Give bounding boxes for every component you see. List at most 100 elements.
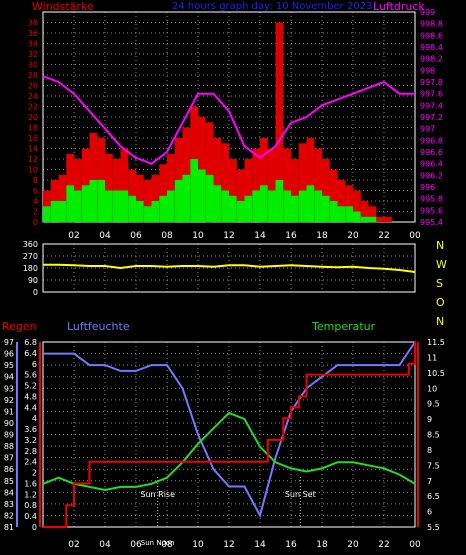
pressure-axis-right: 995.4 995.6 995.8 996 996.2 996.4 996.6 996.8 99… [420, 8, 443, 227]
wind-avg-bar [236, 201, 245, 222]
wind-avg-bar [244, 195, 253, 223]
direction-line [43, 263, 416, 273]
y-tick-label: 995.6 [420, 206, 443, 215]
wind-gust-bar [159, 164, 168, 223]
wind-gust-bar [291, 159, 299, 222]
x-tick-label: 02 [68, 231, 79, 241]
wind-gust-bar [213, 138, 222, 222]
y-tick-label: 997 [420, 125, 435, 134]
y-tick-label: 96 [4, 350, 14, 359]
y-tick-label: 2 [32, 469, 37, 478]
wind-avg-bar [112, 190, 121, 222]
wind-avg-bar [143, 206, 152, 223]
wind-gust-bar [329, 169, 338, 222]
y-tick-label: 270 [23, 252, 38, 261]
wind-gust-bar [275, 22, 284, 222]
wind-avg-bar [283, 190, 292, 222]
y-tick-label: 3.6 [24, 425, 37, 434]
compass-label: W [436, 258, 447, 271]
pressure-title: Luftdruck [373, 0, 425, 13]
y-tick-label: 11 [427, 353, 437, 362]
y-tick-label: 26 [28, 82, 38, 91]
y-tick-label: 2 [33, 208, 38, 217]
wind-gust-bar [136, 174, 144, 223]
wind-gust-bar [314, 148, 323, 222]
wind-avg-bar [190, 159, 199, 222]
direction-grid [42, 243, 416, 293]
y-tick-label: 91 [4, 407, 14, 416]
wind-gust-bar [43, 190, 51, 222]
y-tick-label: 30 [28, 61, 38, 70]
y-tick-label: 996.2 [420, 171, 443, 180]
y-tick-label: 7 [427, 477, 432, 486]
wind-gust-bar [252, 148, 261, 222]
wind-bars [43, 22, 392, 223]
wind-avg-bar [267, 190, 276, 222]
wind-avg-bar [159, 195, 168, 223]
y-tick-label: 86 [4, 465, 14, 474]
y-tick-label: 6 [427, 508, 432, 517]
x-tick-label: 16 [285, 540, 297, 550]
y-tick-label: 995.4 [420, 218, 443, 227]
wind-gust-bar [322, 159, 330, 222]
y-tick-label: 5.5 [427, 523, 440, 532]
y-tick-label: 0.4 [24, 512, 37, 521]
wind-avg-bar [89, 180, 98, 222]
x-tick-label: 00 [409, 540, 421, 550]
x-tick-label: 06 [130, 540, 142, 550]
x-tick-label: 22 [378, 540, 389, 550]
x-tick-label: 20 [347, 231, 359, 241]
compass-label: S [436, 277, 443, 290]
y-tick-label: 5.2 [24, 382, 37, 391]
y-tick-label: 6.8 [24, 338, 37, 347]
wind-avg-bar [136, 201, 144, 222]
wind-gust-bar [283, 148, 292, 222]
sunrise-label: Sun Rise [140, 490, 175, 499]
y-tick-label: 16 [28, 134, 38, 143]
y-tick-label: 8 [427, 446, 432, 455]
wind-gust-bar [143, 180, 152, 222]
y-tick-label: 34 [28, 40, 38, 49]
wind-gust-bar [205, 122, 214, 223]
sun-markers: Sun Rise Sun Set Sun Noon [140, 477, 316, 547]
wind-avg-bar [174, 180, 183, 222]
sunset-label: Sun Set [285, 490, 316, 499]
y-tick-label: 0 [33, 218, 38, 227]
wind-gust-bar [337, 180, 346, 222]
x-tick-label: 22 [378, 231, 389, 241]
humidity-line [43, 341, 416, 519]
y-tick-label: 10 [427, 384, 437, 393]
temperature-title: Temperatur [311, 320, 376, 333]
wind-avg-bar [337, 206, 346, 223]
y-tick-label: 11.5 [427, 338, 445, 347]
date-title: 24 hours graph day: 10 November 2023 [172, 1, 372, 12]
y-tick-label: 36 [28, 29, 38, 38]
x-tick-label: 12 [223, 540, 234, 550]
humidity-title: Luftfeuchte [67, 320, 130, 333]
y-tick-label: 89 [4, 431, 14, 440]
y-tick-label: 996 [420, 183, 435, 192]
wind-avg-bar [43, 206, 51, 223]
y-tick-label: 90 [4, 419, 14, 428]
y-tick-label: 2.4 [24, 458, 37, 467]
wind-avg-bar [275, 180, 284, 222]
rain-line [43, 342, 416, 528]
y-tick-label: 6.4 [24, 349, 37, 358]
y-tick-label: 88 [4, 442, 14, 451]
wind-gust-bar [306, 138, 315, 222]
wind-gust-bar [151, 174, 160, 223]
climate-axes-left: 81 82 83 84 85 86 87 88 89 90 91 92 93 94 95 96 97 0 0.4 0.… [4, 338, 419, 532]
y-tick-label: 94 [4, 373, 14, 382]
direction-axis-left: 0 90 180 270 360 [23, 240, 38, 297]
wind-avg-bar [360, 216, 369, 223]
x-tick-label: 10 [192, 231, 204, 241]
wind-gust-bar [105, 153, 113, 223]
y-tick-label: 0 [33, 288, 38, 297]
y-tick-label: 1.2 [24, 490, 37, 499]
wind-avg-bar [213, 185, 222, 223]
y-tick-label: 995.8 [420, 195, 443, 204]
y-tick-label: 360 [23, 240, 38, 249]
